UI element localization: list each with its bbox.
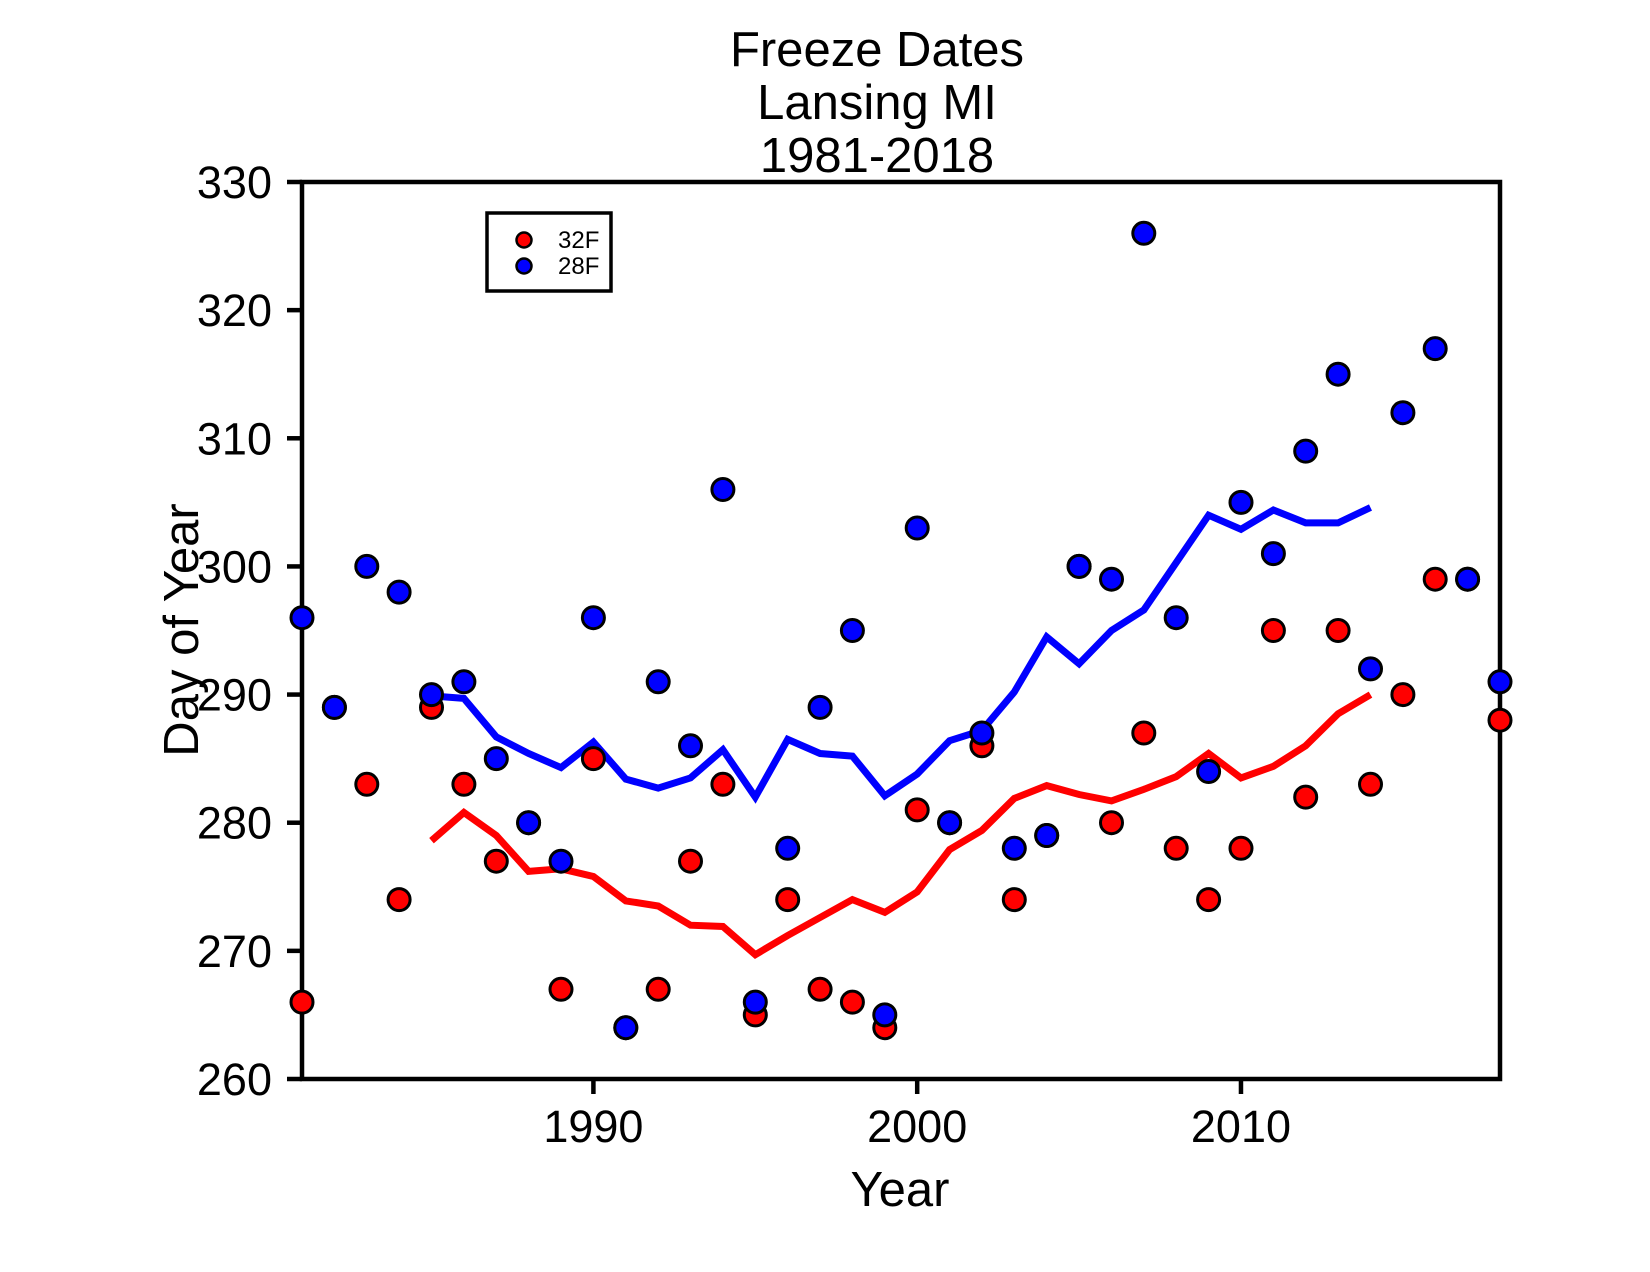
y-tick-label-300: 300: [197, 541, 272, 592]
data-point-32f-2007: [1131, 720, 1157, 746]
data-point-28f-1982: [321, 694, 347, 720]
data-point-28f-1997: [807, 694, 833, 720]
chart-title-line-1: Freeze Dates: [730, 23, 1024, 77]
data-point-32f-2006: [1099, 810, 1124, 836]
data-point-28f-2011: [1260, 541, 1286, 567]
data-point-32f-1992: [645, 976, 671, 1002]
data-point-28f-2007: [1131, 220, 1157, 246]
data-point-32f-2013: [1325, 618, 1351, 643]
data-point-32f-2016: [1422, 566, 1448, 592]
data-point-28f-2015: [1390, 400, 1416, 426]
data-point-32f-1986: [451, 771, 477, 797]
data-point-28f-1993: [678, 733, 703, 759]
data-point-28f-1991: [613, 1015, 639, 1041]
y-tick-label-260: 260: [197, 1054, 272, 1105]
data-point-32f-2008: [1163, 835, 1189, 861]
data-point-28f-1990: [580, 605, 606, 631]
data-point-28f-2006: [1099, 566, 1124, 592]
data-point-28f-1987: [483, 746, 509, 772]
data-point-28f-1989: [548, 848, 574, 874]
data-point-32f-2010: [1228, 835, 1254, 861]
data-point-28f-2004: [1034, 823, 1060, 848]
legend-marker-32f-icon: [515, 231, 533, 249]
data-point-28f-2008: [1163, 605, 1189, 631]
data-point-32f-2009: [1196, 887, 1222, 913]
chart-title-line-2: Lansing MI: [757, 76, 997, 130]
data-point-28f-1985: [419, 682, 444, 708]
data-point-28f-1988: [516, 810, 542, 836]
data-point-32f-1987: [483, 848, 509, 874]
trend-line-28f-trend: [431, 504, 1373, 804]
data-point-32f-2012: [1293, 784, 1319, 810]
x-axis-title: Year: [850, 1163, 949, 1217]
chart-title-line-3: 1981-2018: [760, 129, 994, 183]
data-point-32f-1983: [354, 771, 380, 797]
y-tick-label-330: 330: [197, 157, 272, 208]
data-point-32f-2018: [1487, 707, 1513, 733]
data-point-28f-2010: [1228, 489, 1254, 515]
data-point-28f-2000: [904, 515, 930, 541]
y-tick-label-320: 320: [197, 285, 272, 336]
data-point-32f-1984: [386, 887, 412, 913]
data-point-28f-2009: [1196, 759, 1222, 784]
data-point-28f-2013: [1325, 361, 1351, 387]
trend-lines: [429, 504, 1373, 959]
y-tick-label-290: 290: [197, 670, 272, 721]
data-point-28f-2016: [1422, 336, 1448, 362]
data-point-28f-2012: [1293, 438, 1319, 464]
plot-box: [299, 179, 1503, 1082]
data-point-28f-2017: [1455, 566, 1481, 592]
data-point-32f-1997: [807, 976, 833, 1002]
data-point-32f-1994: [710, 771, 736, 797]
chart-title: Freeze Dates Lansing MI 1981-2018: [730, 23, 1024, 183]
x-tick-label-2000: 2000: [867, 1101, 967, 1152]
y-tick-label-280: 280: [197, 798, 272, 849]
data-point-28f-1981: [289, 605, 315, 631]
data-point-28f-1996: [775, 835, 801, 861]
legend-marker-28f-icon: [515, 257, 533, 275]
legend: 32F 28F: [485, 211, 613, 293]
data-point-28f-1984: [386, 579, 412, 605]
legend-label-28f: 28F: [558, 253, 599, 280]
trend-line-32f-trend: [429, 691, 1373, 959]
data-point-28f-2003: [1001, 835, 1027, 861]
data-point-32f-1989: [548, 976, 574, 1002]
legend-label-32f: 32F: [558, 227, 599, 254]
data-point-28f-2014: [1358, 656, 1383, 682]
data-point-28f-2002: [969, 720, 995, 746]
data-point-28f-1983: [354, 553, 380, 579]
data-point-32f-1998: [839, 989, 865, 1015]
data-point-28f-1995: [742, 989, 768, 1015]
data-point-32f-1981: [289, 989, 315, 1015]
data-point-32f-2000: [904, 797, 930, 823]
legend-box: [485, 211, 613, 293]
plot-frame: 260 270 280 290 300 310 320 330 1990 2000 2010: [197, 157, 1503, 1152]
y-tick-label-310: 310: [197, 413, 272, 464]
data-point-28f-2001: [937, 810, 963, 836]
data-point-28f-1994: [710, 477, 736, 502]
data-points: [289, 220, 1513, 1041]
data-point-28f-2018: [1487, 669, 1513, 695]
data-point-32f-2015: [1390, 682, 1416, 708]
data-point-28f-1998: [839, 618, 865, 643]
y-tick-label-270: 270: [197, 926, 272, 977]
data-point-28f-1992: [645, 669, 671, 695]
x-tick-label-1990: 1990: [543, 1101, 643, 1152]
data-point-32f-1993: [678, 848, 703, 874]
data-point-32f-2014: [1358, 771, 1383, 797]
y-axis-title: Day of Year: [155, 503, 209, 756]
data-point-28f-1986: [451, 669, 477, 695]
data-point-32f-2011: [1260, 618, 1286, 643]
data-point-32f-1990: [580, 746, 606, 772]
x-tick-label-2010: 2010: [1191, 1101, 1291, 1152]
data-point-28f-2005: [1066, 553, 1092, 579]
data-point-32f-1996: [775, 887, 801, 913]
data-point-28f-1999: [872, 1002, 898, 1028]
data-point-32f-2003: [1001, 887, 1027, 913]
